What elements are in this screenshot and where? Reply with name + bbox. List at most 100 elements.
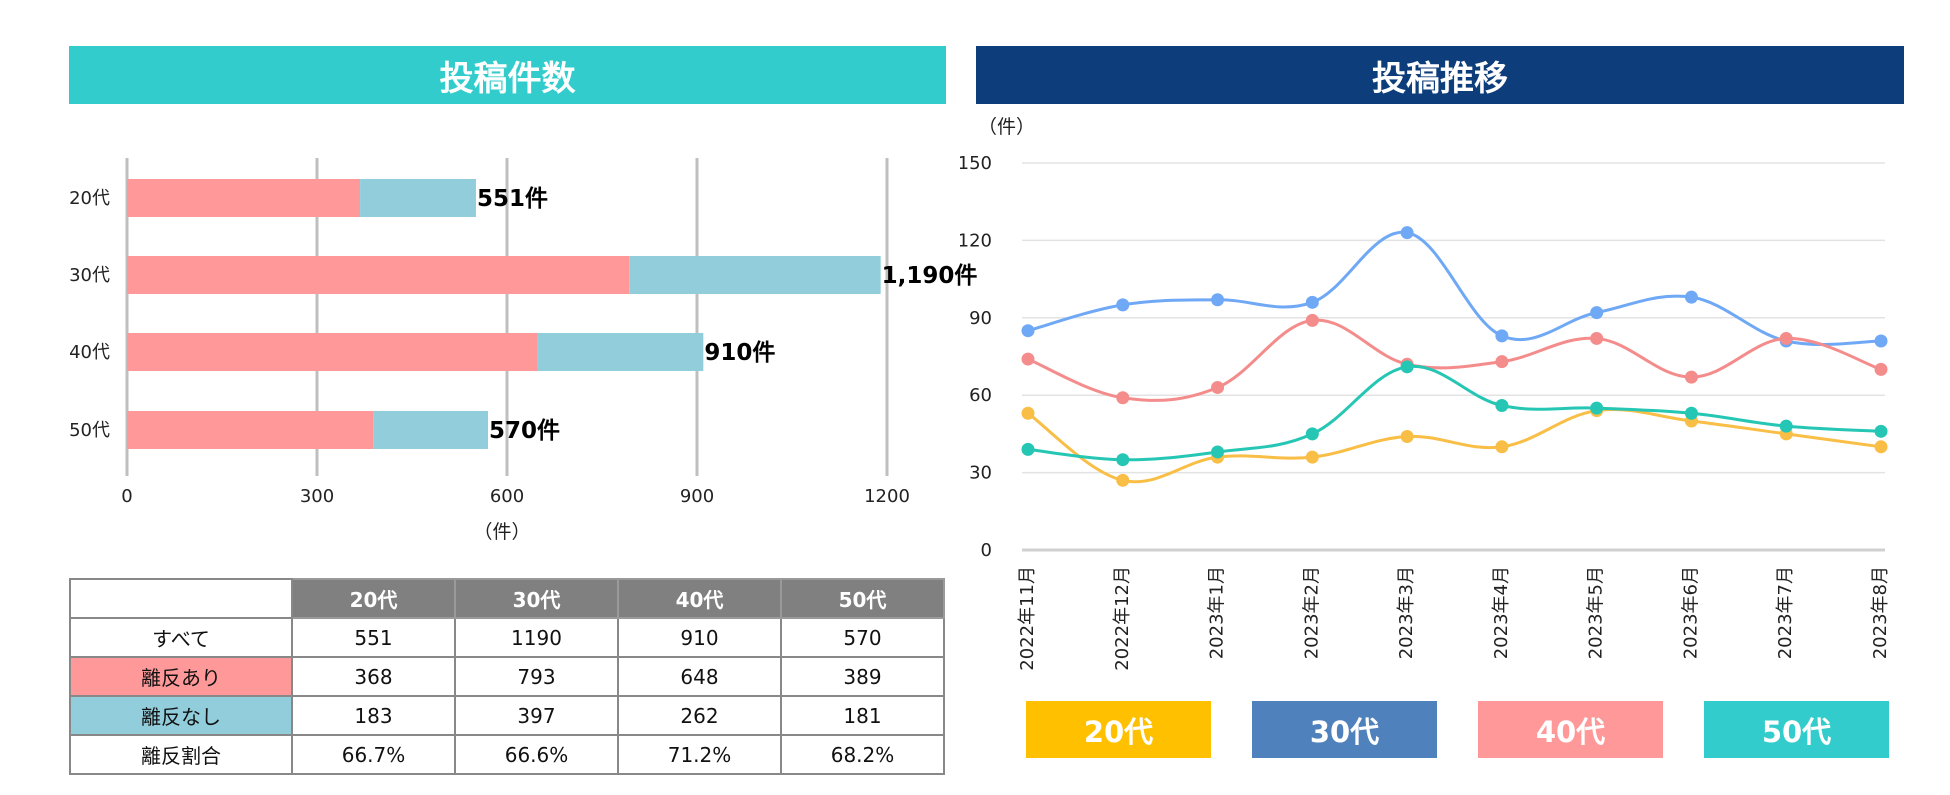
table-row: 離反あり 368 793 648 389 — [69, 656, 945, 697]
line-chart: 0 30 60 90 120 150 （件） 2022年11月 2022年12月 2023年1月 2… — [960, 116, 1891, 670]
table-cell: 910 — [617, 617, 782, 658]
bar-total-label: 1,190件 — [882, 263, 978, 289]
bar-chart: 0 300 600 900 1200 20代 551件 30代 1,190件 40代 910件 50代… — [69, 158, 978, 543]
line-point — [1116, 391, 1130, 405]
legend-item-20s: 20代 — [1026, 701, 1211, 758]
table-cell: 183 — [291, 695, 456, 736]
line-y-tick: 120 — [960, 230, 992, 251]
table-cell: 397 — [454, 695, 619, 736]
line-series-50代 — [1027, 364, 1882, 462]
left-title-banner: 投稿件数 — [69, 46, 946, 104]
table-header-cell — [69, 578, 293, 619]
legend-label: 50代 — [1761, 714, 1832, 749]
legend-label: 30代 — [1309, 714, 1380, 749]
bar-total-label: 570件 — [489, 418, 560, 444]
line-y-tick: 60 — [969, 385, 992, 406]
bar-x-axis-label: （件） — [473, 521, 530, 543]
line-point — [1400, 429, 1414, 443]
line-x-tick: 2023年2月 — [1301, 566, 1322, 659]
line-point — [1684, 406, 1698, 420]
table-header-cell: 50代 — [780, 578, 945, 619]
line-point — [1590, 401, 1604, 415]
line-x-tick: 2023年7月 — [1775, 566, 1796, 659]
line-x-tick: 2023年4月 — [1491, 566, 1512, 659]
table-cell: 389 — [780, 656, 945, 697]
line-point — [1021, 324, 1035, 338]
line-point — [1116, 473, 1130, 487]
table-row: 離反割合 66.7% 66.6% 71.2% 68.2% — [69, 734, 945, 775]
bar-segment-attrition — [127, 179, 361, 217]
bar-x-tick: 0 — [121, 486, 132, 507]
bar-category-label: 20代 — [69, 188, 110, 209]
table-row: すべて 551 1190 910 570 — [69, 617, 945, 658]
table-cell: 66.7% — [291, 734, 456, 775]
line-point — [1305, 450, 1319, 464]
left-title: 投稿件数 — [439, 58, 576, 99]
legend-item-40s: 40代 — [1478, 701, 1663, 758]
line-point — [1021, 352, 1035, 366]
line-point — [1495, 355, 1509, 369]
bar-total-label: 910件 — [704, 340, 775, 366]
line-y-tick: 150 — [960, 153, 992, 174]
bar-category-label: 30代 — [69, 265, 110, 286]
bar-x-tick: 1200 — [864, 486, 910, 507]
line-point — [1211, 293, 1225, 307]
bar-segment-attrition — [127, 333, 538, 371]
bar-x-tick: 900 — [680, 486, 714, 507]
table-cell: 793 — [454, 656, 619, 697]
line-point — [1495, 440, 1509, 454]
summary-table: 20代 30代 40代 50代 すべて 551 1190 910 570 離反あり 368 7… — [69, 578, 945, 775]
line-point — [1116, 453, 1130, 467]
line-point — [1590, 306, 1604, 320]
line-point — [1211, 380, 1225, 394]
right-title: 投稿推移 — [1372, 58, 1508, 99]
table-cell: 551 — [291, 617, 456, 658]
line-point — [1116, 298, 1130, 312]
line-y-tick: 0 — [981, 540, 992, 561]
line-point — [1874, 440, 1888, 454]
line-point — [1021, 442, 1035, 456]
line-series-30代 — [1027, 231, 1882, 347]
table-row-label: 離反あり — [69, 656, 293, 697]
table-cell: 1190 — [454, 617, 619, 658]
line-point — [1305, 313, 1319, 327]
table-row-label: 離反割合 — [69, 734, 293, 775]
legend-label: 20代 — [1083, 714, 1154, 749]
line-y-tick: 90 — [969, 308, 992, 329]
line-point — [1779, 419, 1793, 433]
bar-segment-retained — [360, 179, 476, 217]
line-x-tick: 2023年6月 — [1680, 566, 1701, 659]
line-point — [1874, 334, 1888, 348]
line-point — [1021, 406, 1035, 420]
line-point — [1305, 427, 1319, 441]
table-cell: 570 — [780, 617, 945, 658]
table-cell: 262 — [617, 695, 782, 736]
legend-item-30s: 30代 — [1252, 701, 1437, 758]
table-header-cell: 30代 — [454, 578, 619, 619]
bar-x-tick: 300 — [300, 486, 334, 507]
line-series-40代 — [1027, 318, 1882, 402]
line-series-20代 — [1027, 408, 1882, 484]
table-row-label: 離反なし — [69, 695, 293, 736]
line-y-tick: 30 — [969, 463, 992, 484]
line-x-tick: 2023年1月 — [1207, 566, 1228, 659]
line-x-tick: 2023年3月 — [1396, 566, 1417, 659]
line-point — [1400, 360, 1414, 374]
legend-item-50s: 50代 — [1704, 701, 1889, 758]
table-cell: 181 — [780, 695, 945, 736]
bar-total-label: 551件 — [477, 186, 548, 212]
line-x-tick: 2023年8月 — [1870, 566, 1891, 659]
line-point — [1874, 424, 1888, 438]
line-point — [1400, 226, 1414, 240]
line-point — [1305, 295, 1319, 309]
line-point — [1684, 370, 1698, 384]
table-cell: 71.2% — [617, 734, 782, 775]
line-point — [1495, 329, 1509, 343]
bar-segment-retained — [537, 333, 704, 371]
line-point — [1684, 290, 1698, 304]
line-y-axis-label: （件） — [978, 116, 1035, 138]
table-cell: 66.6% — [454, 734, 619, 775]
line-x-tick: 2023年5月 — [1586, 566, 1607, 659]
bar-category-label: 40代 — [69, 342, 110, 363]
bar-segment-attrition — [127, 411, 374, 449]
